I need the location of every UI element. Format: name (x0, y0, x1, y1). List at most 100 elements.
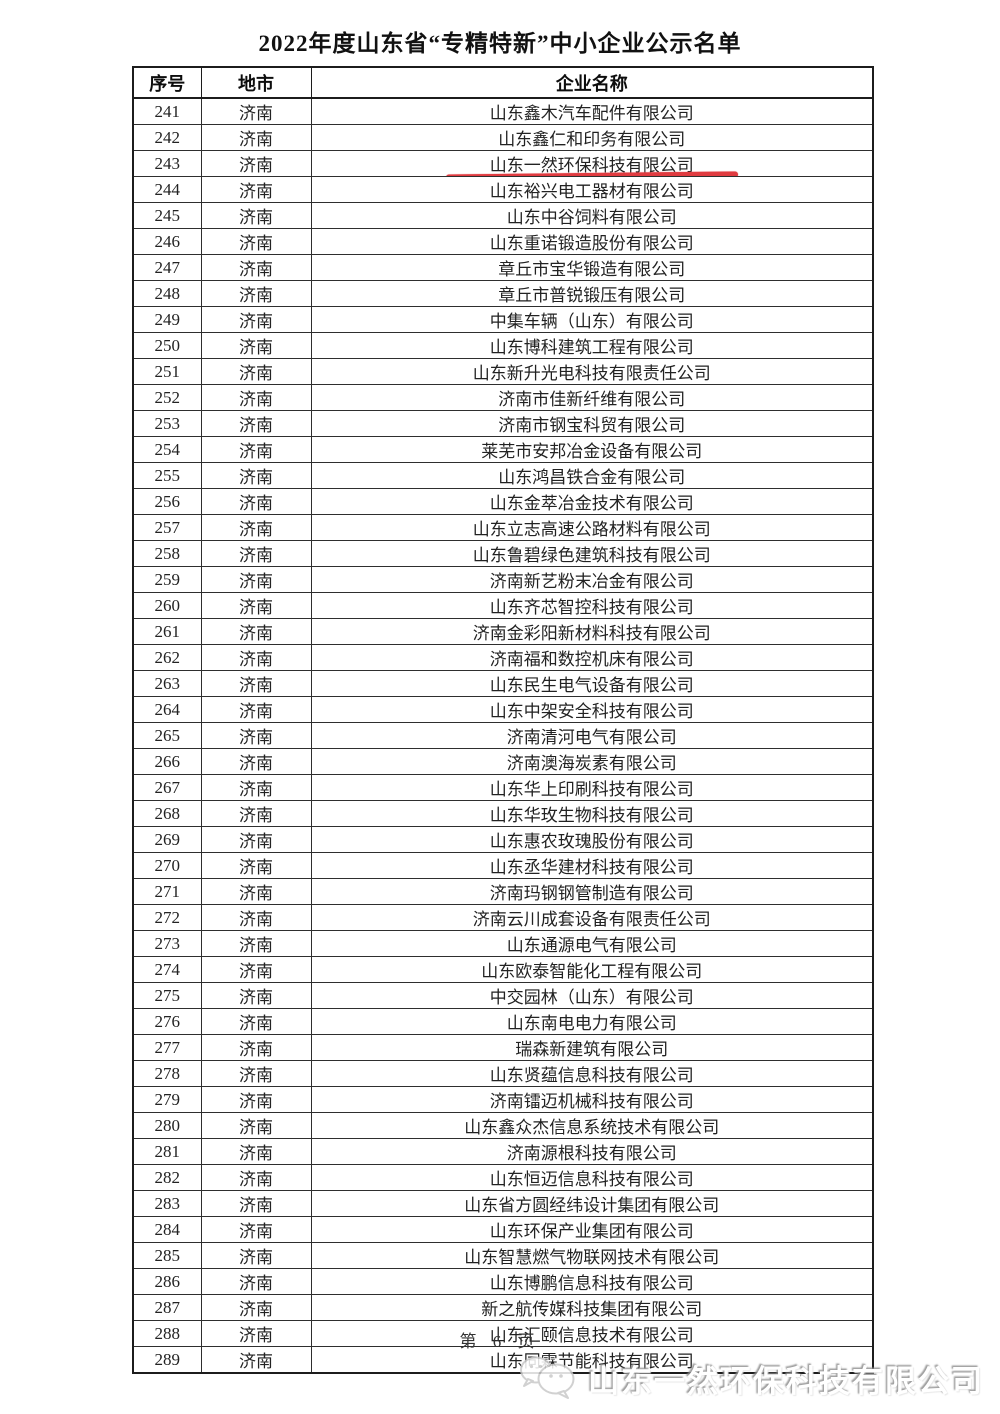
row-city: 济南 (200, 254, 312, 281)
row-serial-number: 243 (132, 150, 202, 177)
row-city: 济南 (200, 1164, 312, 1191)
table-row: 268 济南 山东华玫生物科技有限公司 (132, 800, 874, 827)
row-company-name: 山东民生电气设备有限公司 (310, 670, 874, 697)
table-row: 244 济南 山东裕兴电工器材有限公司 (132, 176, 874, 203)
row-city: 济南 (200, 1268, 312, 1295)
row-city: 济南 (200, 670, 312, 697)
row-company-name: 山东恒迈信息科技有限公司 (310, 1164, 874, 1191)
table-row: 284 济南 山东环保产业集团有限公司 (132, 1216, 874, 1243)
row-company-name: 济南云川成套设备有限责任公司 (310, 904, 874, 931)
row-city: 济南 (200, 826, 312, 853)
table-row: 266 济南 济南澳海炭素有限公司 (132, 748, 874, 775)
table-row: 273 济南 山东通源电气有限公司 (132, 930, 874, 957)
row-company-name-highlighted: 山东一然环保科技有限公司 (310, 150, 874, 177)
row-serial-number: 244 (132, 176, 202, 203)
row-city: 济南 (200, 878, 312, 905)
row-city: 济南 (200, 748, 312, 775)
row-serial-number: 269 (132, 826, 202, 853)
row-company-name: 章丘市宝华锻造有限公司 (310, 254, 874, 281)
row-city: 济南 (200, 332, 312, 359)
row-company-name: 山东华玫生物科技有限公司 (310, 800, 874, 827)
watermark-company-name: 山东一然环保科技有限公司 (588, 1364, 984, 1399)
row-company-name: 济南玛钢钢管制造有限公司 (310, 878, 874, 905)
row-serial-number: 283 (132, 1190, 202, 1217)
row-company-name: 山东裕兴电工器材有限公司 (310, 176, 874, 203)
table-row: 272 济南 济南云川成套设备有限责任公司 (132, 904, 874, 931)
row-city: 济南 (200, 566, 312, 593)
row-city: 济南 (200, 462, 312, 489)
table-row: 270 济南 山东丞华建材科技有限公司 (132, 852, 874, 879)
row-serial-number: 284 (132, 1216, 202, 1243)
table-header-row: 序号 地市 企业名称 (132, 66, 874, 99)
row-company-name: 山东环保产业集团有限公司 (310, 1216, 874, 1243)
table-row: 250 济南 山东博科建筑工程有限公司 (132, 332, 874, 359)
row-serial-number: 287 (132, 1294, 202, 1321)
table-row: 241 济南 山东鑫木汽车配件有限公司 (132, 97, 874, 125)
row-company-name: 山东齐芯智控科技有限公司 (310, 592, 874, 619)
table-row: 283 济南 山东省方圆经纬设计集团有限公司 (132, 1190, 874, 1217)
row-company-name: 济南镭迈机械科技有限公司 (310, 1086, 874, 1113)
row-company-name: 济南金彩阳新材料科技有限公司 (310, 618, 874, 645)
row-city: 济南 (200, 1242, 312, 1269)
row-city: 济南 (200, 384, 312, 411)
row-city: 济南 (200, 540, 312, 567)
row-city: 济南 (200, 1138, 312, 1165)
table-row: 261 济南 济南金彩阳新材料科技有限公司 (132, 618, 874, 645)
row-serial-number: 250 (132, 332, 202, 359)
table-row: 242 济南 山东鑫仁和印务有限公司 (132, 124, 874, 151)
row-serial-number: 281 (132, 1138, 202, 1165)
row-company-name: 济南新艺粉末冶金有限公司 (310, 566, 874, 593)
row-city: 济南 (200, 722, 312, 749)
row-city: 济南 (200, 358, 312, 385)
table-row: 286 济南 山东博鹏信息科技有限公司 (132, 1268, 874, 1295)
table-row: 287 济南 新之航传媒科技集团有限公司 (132, 1294, 874, 1321)
row-serial-number: 247 (132, 254, 202, 281)
row-serial-number: 260 (132, 592, 202, 619)
header-city: 地市 (200, 66, 312, 99)
row-city: 济南 (200, 202, 312, 229)
row-company-name: 山东通源电气有限公司 (310, 930, 874, 957)
row-city: 济南 (200, 1008, 312, 1035)
row-serial-number: 286 (132, 1268, 202, 1295)
row-city: 济南 (200, 514, 312, 541)
table-row: 243 济南 山东一然环保科技有限公司 (132, 150, 874, 177)
row-serial-number: 262 (132, 644, 202, 671)
header-serial-number: 序号 (132, 66, 202, 99)
row-city: 济南 (200, 436, 312, 463)
row-serial-number: 276 (132, 1008, 202, 1035)
row-city: 济南 (200, 1112, 312, 1139)
row-serial-number: 258 (132, 540, 202, 567)
wechat-icon (516, 1350, 578, 1407)
row-serial-number: 275 (132, 982, 202, 1009)
row-city: 济南 (200, 1060, 312, 1087)
table-row: 262 济南 济南福和数控机床有限公司 (132, 644, 874, 671)
row-company-name: 济南福和数控机床有限公司 (310, 644, 874, 671)
row-company-name: 中交园林（山东）有限公司 (310, 982, 874, 1009)
row-city: 济南 (200, 410, 312, 437)
row-serial-number: 256 (132, 488, 202, 515)
row-serial-number: 242 (132, 124, 202, 151)
row-serial-number: 285 (132, 1242, 202, 1269)
row-company-name: 山东惠农玫瑰股份有限公司 (310, 826, 874, 853)
row-city: 济南 (200, 930, 312, 957)
row-company-name: 山东省方圆经纬设计集团有限公司 (310, 1190, 874, 1217)
row-serial-number: 280 (132, 1112, 202, 1139)
row-company-name: 山东鲁碧绿色建筑科技有限公司 (310, 540, 874, 567)
row-company-name: 山东贤蕴信息科技有限公司 (310, 1060, 874, 1087)
row-city: 济南 (200, 97, 312, 125)
table-row: 289 济南 山东同霖节能科技有限公司 (132, 1346, 874, 1374)
row-city: 济南 (200, 1320, 312, 1347)
row-serial-number: 274 (132, 956, 202, 983)
row-serial-number: 261 (132, 618, 202, 645)
table-row: 280 济南 山东鑫众杰信息系统技术有限公司 (132, 1112, 874, 1139)
row-company-name: 济南清河电气有限公司 (310, 722, 874, 749)
row-company-name: 济南源根科技有限公司 (310, 1138, 874, 1165)
row-serial-number: 253 (132, 410, 202, 437)
company-roster-table: 序号 地市 企业名称 241 济南 山东鑫木汽车配件有限公司 242 济南 山东鑫仁和印务… (132, 66, 874, 1374)
table-row: 276 济南 山东南电电力有限公司 (132, 1008, 874, 1035)
table-row: 267 济南 山东华上印刷科技有限公司 (132, 774, 874, 801)
row-city: 济南 (200, 774, 312, 801)
row-serial-number: 251 (132, 358, 202, 385)
row-serial-number: 257 (132, 514, 202, 541)
